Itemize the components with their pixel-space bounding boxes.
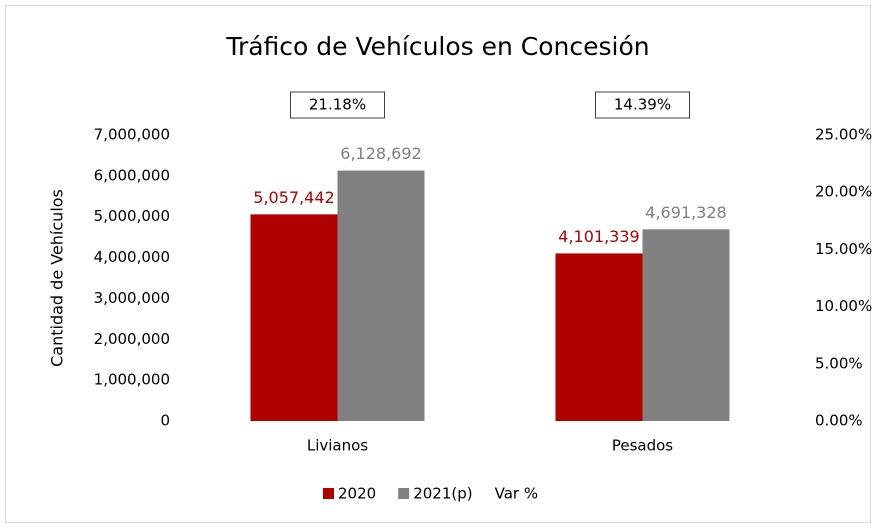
y-tick-label: 0 bbox=[160, 412, 170, 430]
var-label: 14.39% bbox=[614, 96, 671, 114]
legend-label: 2021(p) bbox=[413, 485, 472, 503]
x-tick-label: Pesados bbox=[612, 437, 673, 455]
y-tick-label: 7,000,000 bbox=[94, 126, 170, 144]
y2-tick-label: 10.00% bbox=[815, 297, 872, 315]
var-label-box bbox=[595, 91, 690, 119]
x-tick-label: Livianos bbox=[307, 437, 368, 455]
legend-label: Var % bbox=[495, 485, 538, 503]
legend-swatch bbox=[323, 488, 334, 499]
y-tick-label: 4,000,000 bbox=[94, 248, 170, 266]
bar bbox=[642, 229, 730, 421]
y2-tick-label: 25.00% bbox=[815, 126, 872, 144]
y-axis-label: Cantidad de Vehículos bbox=[48, 189, 67, 367]
y-tick-label: 6,000,000 bbox=[94, 166, 170, 184]
y-tick-label: 5,000,000 bbox=[94, 207, 170, 225]
chart-title: Tráfico de Vehículos en Concesión bbox=[225, 32, 649, 61]
y2-tick-label: 15.00% bbox=[815, 240, 872, 258]
bar bbox=[250, 214, 338, 421]
y-tick-label: 1,000,000 bbox=[94, 371, 170, 389]
var-label-box bbox=[290, 91, 385, 119]
bar-value-label: 4,101,339 bbox=[558, 227, 639, 246]
y-tick-label: 2,000,000 bbox=[94, 330, 170, 348]
bar-value-label: 4,691,328 bbox=[645, 203, 726, 222]
var-label: 21.18% bbox=[309, 96, 366, 114]
legend-label: 2020 bbox=[338, 485, 376, 503]
legend-swatch bbox=[398, 488, 410, 499]
y2-tick-label: 5.00% bbox=[815, 354, 863, 372]
y-tick-label: 3,000,000 bbox=[94, 289, 170, 307]
bar-value-label: 5,057,442 bbox=[253, 188, 334, 207]
y2-tick-label: 20.00% bbox=[815, 183, 872, 201]
bar-value-label: 6,128,692 bbox=[340, 144, 421, 163]
y2-tick-label: 0.00% bbox=[815, 412, 863, 430]
bar bbox=[337, 170, 425, 421]
bar bbox=[555, 253, 643, 421]
